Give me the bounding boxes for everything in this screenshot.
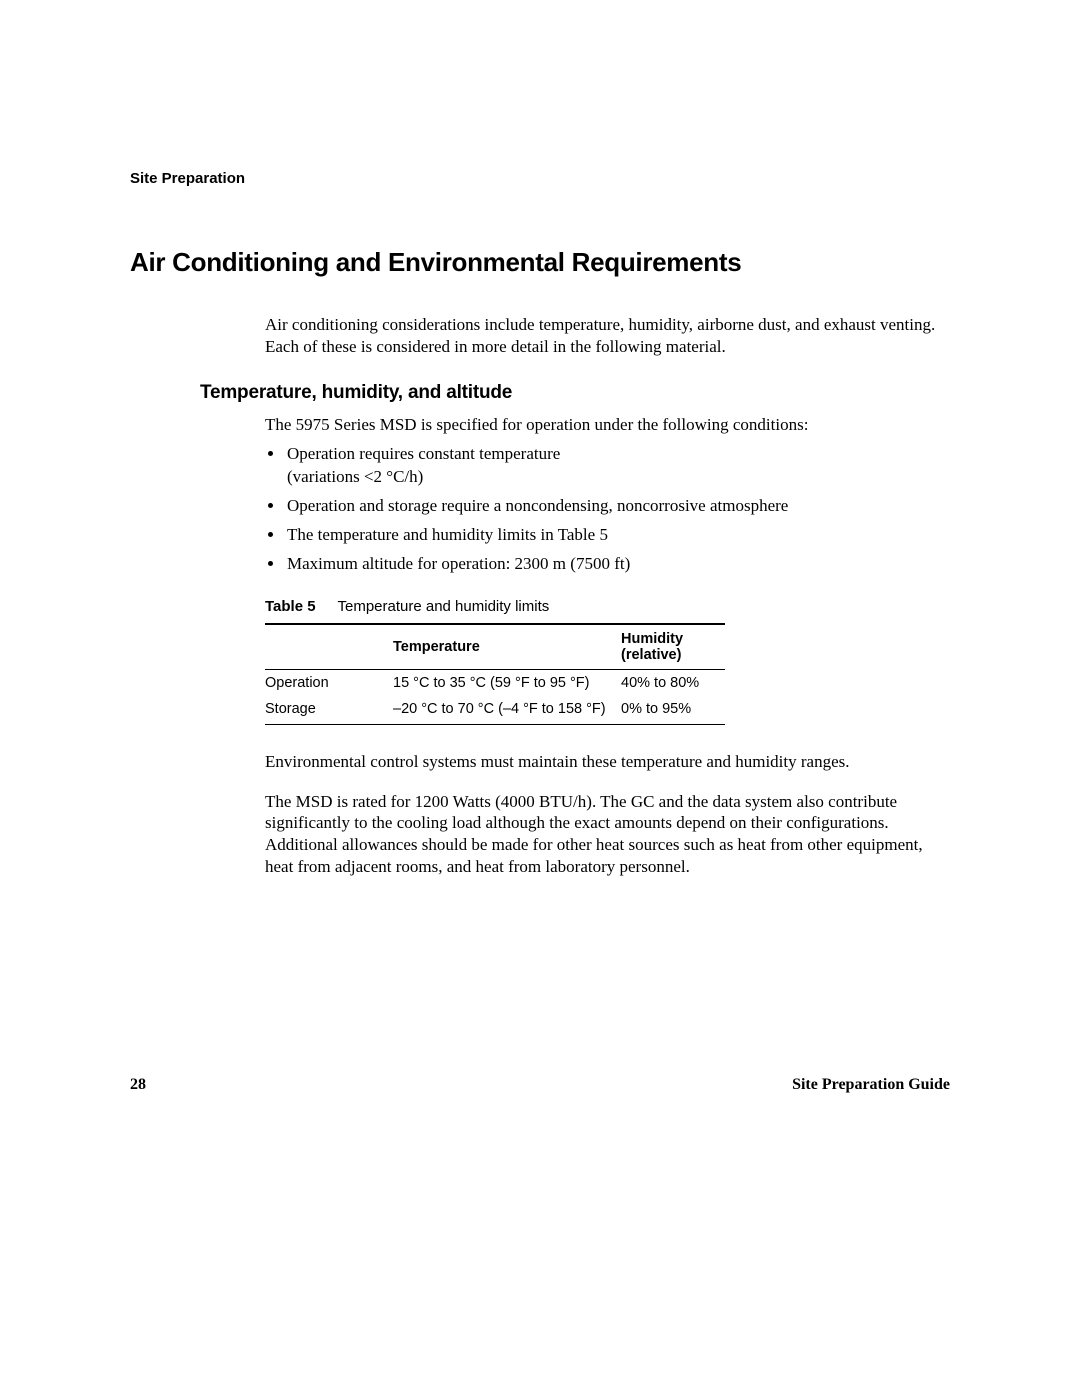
section-title: Air Conditioning and Environmental Requi… <box>130 247 950 278</box>
page-number: 28 <box>130 1076 146 1094</box>
conditions-list: Operation requires constant temperature … <box>265 443 940 576</box>
table-caption-text: Temperature and humidity limits <box>337 598 549 615</box>
running-header: Site Preparation <box>130 170 950 187</box>
after-table-para-1: Environmental control systems must maint… <box>265 751 940 773</box>
after-table-para-2: The MSD is rated for 1200 Watts (4000 BT… <box>265 791 940 878</box>
body-block: Air conditioning considerations include … <box>265 314 940 358</box>
subsection-title: Temperature, humidity, and altitude <box>200 382 950 404</box>
table-header-row: Temperature Humidity (relative) <box>265 624 725 670</box>
list-item: Operation and storage require a nonconde… <box>285 495 940 518</box>
table-row: Operation 15 °C to 35 °C (59 °F to 95 °F… <box>265 669 725 696</box>
table-row: Storage –20 °C to 70 °C (–4 °F to 158 °F… <box>265 696 725 725</box>
table-cell: 0% to 95% <box>621 696 725 725</box>
list-item-text: Operation requires constant temperature <box>287 444 560 463</box>
list-item: Maximum altitude for operation: 2300 m (… <box>285 553 940 576</box>
list-item: The temperature and humidity limits in T… <box>285 524 940 547</box>
table-cell: 40% to 80% <box>621 669 725 696</box>
conditions-block: The 5975 Series MSD is specified for ope… <box>265 414 940 878</box>
table-cell: Operation <box>265 669 393 696</box>
list-item: Operation requires constant temperature … <box>285 443 940 489</box>
table-label: Table 5 <box>265 598 316 615</box>
table-header-cell: Temperature <box>393 624 621 670</box>
table-header-cell <box>265 624 393 670</box>
footer-doc-title: Site Preparation Guide <box>792 1076 950 1094</box>
conditions-intro: The 5975 Series MSD is specified for ope… <box>265 414 940 436</box>
list-item-text: (variations <2 °C/h) <box>287 467 423 486</box>
page-footer: 28 Site Preparation Guide <box>130 1076 950 1094</box>
limits-table: Temperature Humidity (relative) Operatio… <box>265 623 725 725</box>
page: Site Preparation Air Conditioning and En… <box>0 0 1080 1397</box>
table-cell: –20 °C to 70 °C (–4 °F to 158 °F) <box>393 696 621 725</box>
table-caption: Table 5 Temperature and humidity limits <box>265 598 940 615</box>
table-cell: 15 °C to 35 °C (59 °F to 95 °F) <box>393 669 621 696</box>
table-header-cell: Humidity (relative) <box>621 624 725 670</box>
table-cell: Storage <box>265 696 393 725</box>
intro-paragraph: Air conditioning considerations include … <box>265 314 940 358</box>
